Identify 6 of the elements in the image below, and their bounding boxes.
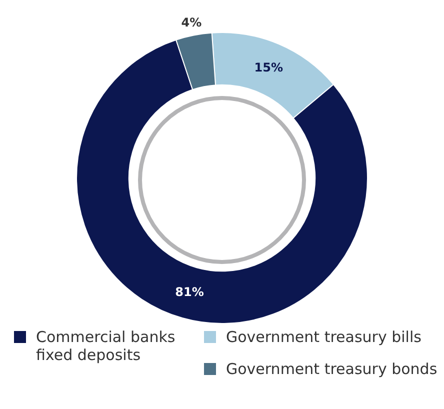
legend-label: Government treasury bonds — [226, 360, 438, 378]
legend-label: Government treasury bills — [226, 328, 422, 346]
data-label: 15% — [254, 60, 283, 74]
data-label: 81% — [175, 284, 204, 299]
legend-label: Commercial banks fixed deposits — [36, 328, 176, 364]
data-label: 4% — [181, 16, 202, 30]
